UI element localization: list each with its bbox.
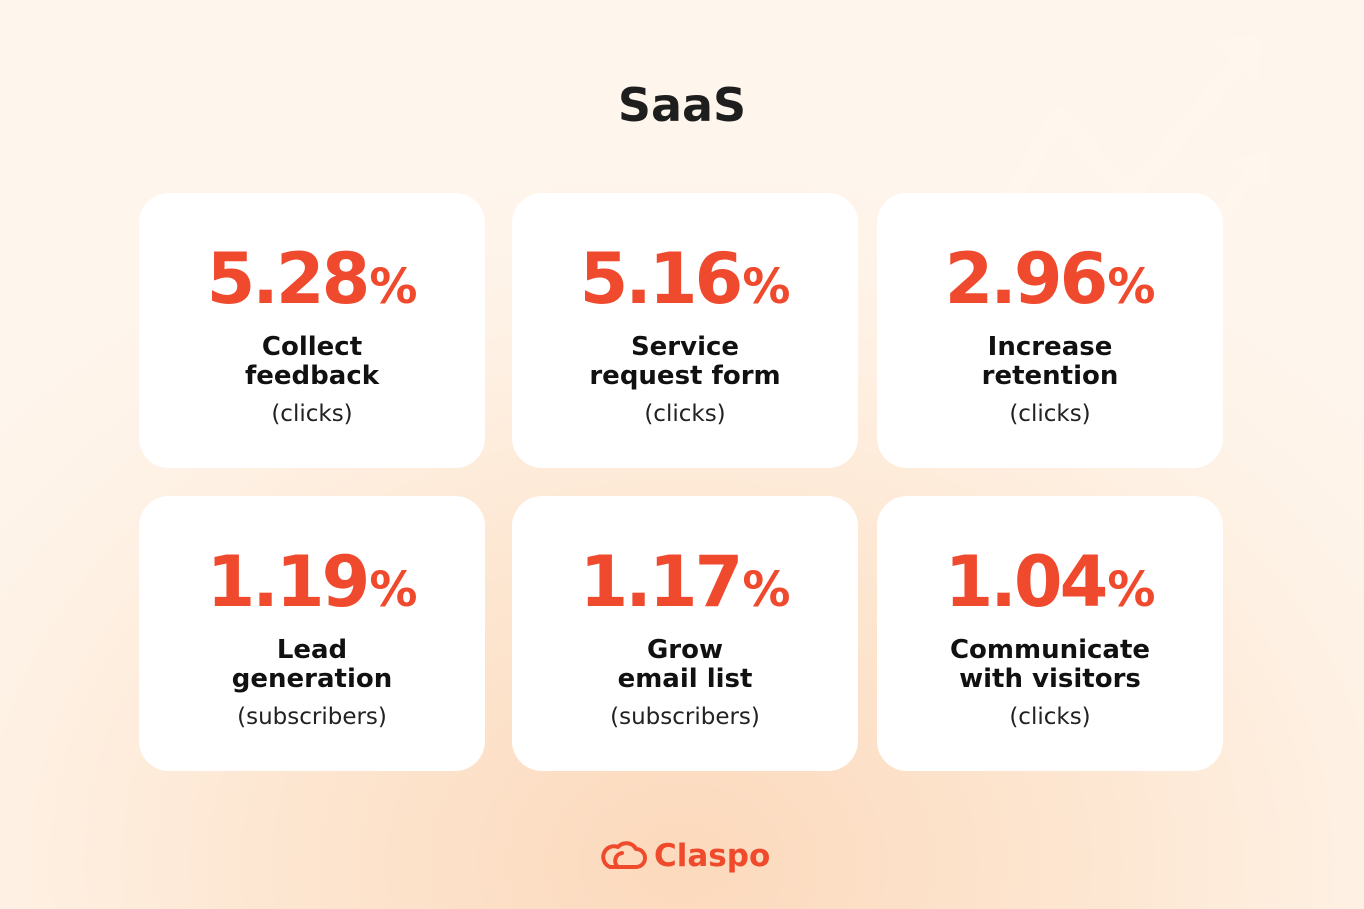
page-title: SaaS [617,78,747,132]
stat-unit: (clicks) [1009,401,1091,427]
stat-label: Grow email list [617,635,753,694]
stat-card: 5.16% Service request form (clicks) [512,193,858,468]
stat-value: 5.28% [206,238,418,320]
stat-label: Collect feedback [244,332,380,391]
stat-label: Increase retention [981,332,1119,391]
stat-card: 1.17% Grow email list (subscribers) [512,496,858,771]
stat-value: 1.19% [206,541,418,623]
stat-unit: (subscribers) [237,704,387,730]
stat-unit: (subscribers) [610,704,760,730]
stat-card: 2.96% Increase retention (clicks) [877,193,1223,468]
stat-label: Lead generation [231,635,393,694]
stat-unit: (clicks) [644,401,726,427]
stat-unit: (clicks) [271,401,353,427]
stat-card: 1.19% Lead generation (subscribers) [139,496,485,771]
stat-card: 1.04% Communicate with visitors (clicks) [877,496,1223,771]
cloud-icon [601,841,647,869]
stat-value: 1.17% [579,541,791,623]
stat-value: 1.04% [944,541,1156,623]
growth-arrow-icon [1001,34,1270,217]
stat-card: 5.28% Collect feedback (clicks) [139,193,485,468]
stat-unit: (clicks) [1009,704,1091,730]
stat-value: 2.96% [944,238,1156,320]
brand-logo: Claspo [598,838,770,874]
stat-label: Communicate with visitors [949,635,1151,694]
stat-value: 5.16% [579,238,791,320]
brand-name: Claspo [654,838,771,874]
stat-label: Service request form [589,332,781,391]
